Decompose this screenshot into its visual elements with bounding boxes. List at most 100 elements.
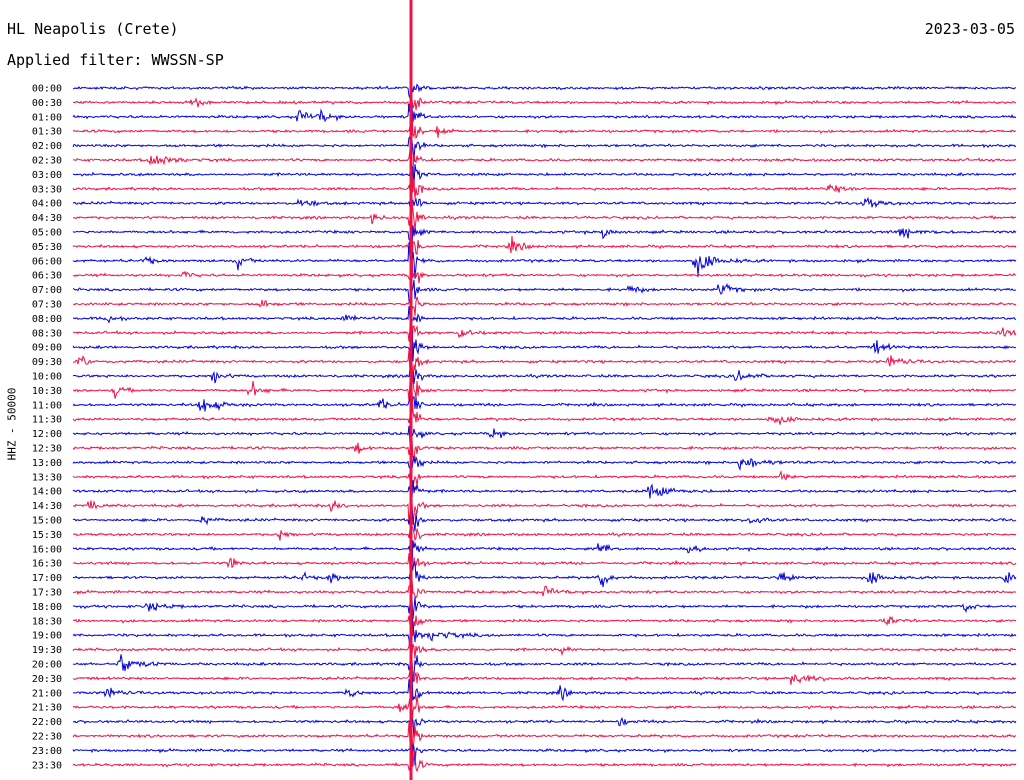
trace-line <box>72 659 1017 687</box>
trace-line <box>72 83 1017 101</box>
trace-line <box>72 721 1017 752</box>
row-time-label: 11:30 <box>32 415 62 426</box>
row-time-label: 19:30 <box>32 645 62 656</box>
trace-line <box>72 553 1017 578</box>
trace-line <box>72 671 1017 704</box>
row-time-label: 23:00 <box>32 746 62 757</box>
trace-line <box>72 614 1017 651</box>
row-time-label: 12:00 <box>32 429 62 440</box>
row-time-label: 20:30 <box>32 674 62 685</box>
trace-line <box>72 179 1017 209</box>
row-time-label: 18:00 <box>32 602 62 613</box>
trace-line <box>72 279 1017 304</box>
row-time-label: 10:30 <box>32 386 62 397</box>
row-time-label: 02:30 <box>32 156 62 167</box>
row-time-label: 19:00 <box>32 631 62 642</box>
trace-line <box>72 395 1017 417</box>
row-time-label: 07:30 <box>32 300 62 311</box>
station-title: HL Neapolis (Crete) <box>7 20 179 38</box>
trace-line <box>72 449 1017 489</box>
row-time-label: 14:30 <box>32 501 62 512</box>
row-time-label: 01:30 <box>32 127 62 138</box>
row-time-label: 21:00 <box>32 688 62 699</box>
trace-line <box>72 498 1017 525</box>
row-time-label: 07:00 <box>32 285 62 296</box>
row-time-label: 16:30 <box>32 559 62 570</box>
row-time-label: 09:00 <box>32 343 62 354</box>
row-time-label: 10:00 <box>32 372 62 383</box>
trace-line <box>72 225 1017 250</box>
trace-line <box>72 747 1017 780</box>
row-time-label: 20:00 <box>32 660 62 671</box>
trace-line <box>72 164 1017 195</box>
row-time-label: 04:30 <box>32 213 62 224</box>
trace-line <box>72 504 1017 532</box>
trace-line <box>72 602 1017 637</box>
trace-line <box>72 455 1017 471</box>
row-time-label: 15:30 <box>32 530 62 541</box>
row-time-label: 08:30 <box>32 328 62 339</box>
row-time-label: 06:00 <box>32 256 62 267</box>
row-time-label: 22:30 <box>32 732 62 743</box>
row-time-label: 13:00 <box>32 458 62 469</box>
trace-line <box>72 107 1017 140</box>
trace-line <box>72 597 1017 620</box>
row-time-label: 21:30 <box>32 703 62 714</box>
trace-line <box>72 480 1017 507</box>
row-time-label: 04:00 <box>32 199 62 210</box>
row-time-label: 00:30 <box>32 98 62 109</box>
trace-line <box>72 578 1017 599</box>
row-time-label: 09:30 <box>32 357 62 368</box>
trace-line <box>72 318 1017 365</box>
row-time-label: 16:00 <box>32 544 62 555</box>
row-time-label: 17:00 <box>32 573 62 584</box>
trace-line <box>72 255 1017 289</box>
row-time-label: 22:00 <box>32 717 62 728</box>
trace-line <box>72 96 1017 115</box>
trace-line <box>72 439 1017 461</box>
row-time-label: 14:00 <box>32 487 62 498</box>
trace-line <box>72 700 1017 740</box>
trace-line <box>72 104 1017 153</box>
trace-line <box>72 743 1017 768</box>
trace-line <box>72 349 1016 382</box>
trace-line <box>72 524 1017 542</box>
date-label: 2023-03-05 <box>924 20 1015 38</box>
row-time-label: 17:30 <box>32 588 62 599</box>
row-time-label: 05:00 <box>32 228 62 239</box>
trace-line <box>72 134 1017 162</box>
trace-line <box>72 134 1017 190</box>
trace-line <box>72 560 1017 588</box>
trace-line <box>72 168 1017 200</box>
row-time-label: 18:30 <box>32 616 62 627</box>
row-time-label: 23:30 <box>32 760 62 771</box>
trace-line <box>72 362 1017 401</box>
row-time-label: 01:00 <box>32 112 62 123</box>
row-time-label: 13:30 <box>32 472 62 483</box>
trace-line <box>72 388 1017 425</box>
trace-line <box>72 540 1017 571</box>
trace-line <box>72 409 1017 444</box>
trace-line <box>72 654 1017 682</box>
row-time-label: 05:30 <box>32 242 62 253</box>
row-time-label: 06:30 <box>32 271 62 282</box>
trace-line <box>72 695 1017 728</box>
trace-line <box>72 296 1017 317</box>
trace-line <box>72 323 1017 351</box>
trace-line <box>72 199 1017 233</box>
row-time-label: 03:00 <box>32 170 62 181</box>
trace-line <box>72 235 1017 272</box>
row-time-label: 11:00 <box>32 400 62 411</box>
trace-line <box>72 305 1017 324</box>
row-time-label: 02:00 <box>32 141 62 152</box>
trace-line <box>72 369 1017 384</box>
trace-line <box>72 242 1017 279</box>
row-time-label: 03:30 <box>32 184 62 195</box>
row-time-label: 15:00 <box>32 516 62 527</box>
filter-label: Applied filter: WWSSN-SP <box>7 51 224 69</box>
row-time-label: 08:00 <box>32 314 62 325</box>
row-time-label: 00:00 <box>32 84 62 95</box>
trace-line <box>72 634 1017 659</box>
